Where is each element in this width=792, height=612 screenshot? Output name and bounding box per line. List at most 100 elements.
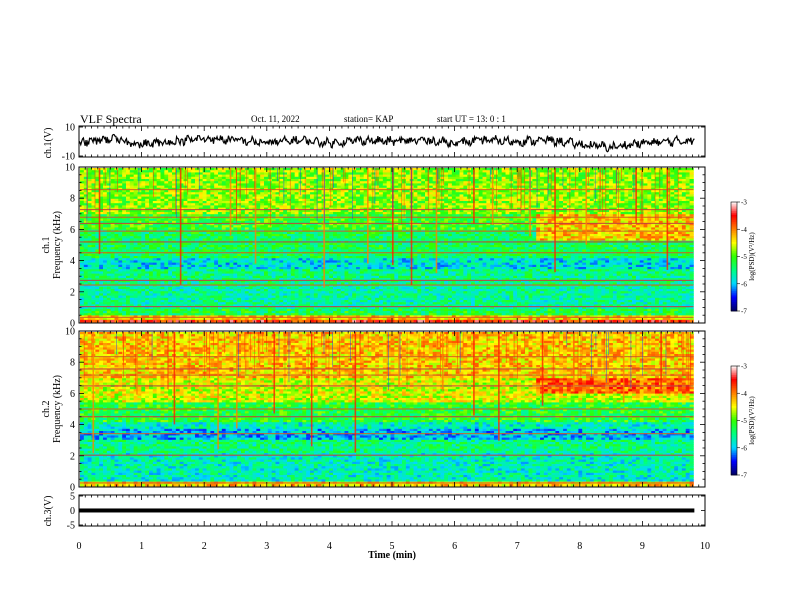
sferic-streak: [236, 168, 237, 219]
sferic-streak: [524, 168, 525, 210]
sferic-streak: [305, 168, 306, 216]
spectral-line: [80, 241, 693, 242]
sferic-streak: [441, 168, 442, 210]
sferic-streak: [175, 168, 176, 214]
sferic-streak: [123, 332, 124, 362]
ch2-spectrogram-ylabel-channel: ch.2: [41, 401, 52, 418]
spectral-line: [80, 317, 693, 318]
sferic-streak: [308, 332, 309, 389]
sferic-streak: [683, 332, 684, 364]
sferic-streak: [244, 332, 245, 360]
colorbar-tick-label: -3: [741, 363, 747, 371]
sferic-streak: [514, 332, 515, 364]
sferic-streak: [580, 332, 581, 380]
sferic-streak: [95, 168, 96, 208]
sferic-streak: [404, 168, 405, 217]
ch3-waveform-band: [79, 508, 694, 512]
sferic-streak: [530, 168, 531, 191]
sferic-streak: [199, 168, 200, 190]
sferic-streak: [553, 332, 554, 384]
sferic-streak: [511, 168, 512, 209]
sferic-streak: [213, 332, 214, 350]
impulsive-event: [492, 168, 494, 225]
y-tick-label: 2: [70, 287, 75, 298]
sferic-streak: [350, 332, 351, 362]
sferic-streak: [686, 332, 687, 369]
sferic-streak: [621, 168, 622, 181]
sferic-streak: [419, 332, 420, 363]
ch2-spectrogram: [80, 332, 694, 486]
sferic-streak: [258, 332, 259, 359]
impulsive-event: [255, 168, 257, 264]
sferic-streak: [666, 332, 667, 350]
sferic-streak: [332, 332, 333, 367]
sferic-streak: [520, 168, 521, 215]
sferic-streak: [290, 168, 291, 212]
sferic-streak: [616, 168, 617, 206]
figure-station: station= KAP: [344, 114, 393, 124]
ch1-spectrogram-ylabel-channel: ch.1: [41, 237, 52, 254]
impulsive-event: [473, 168, 475, 224]
sferic-streak: [283, 168, 284, 204]
sferic-streak: [537, 168, 538, 207]
impulsive-event: [180, 168, 182, 285]
spectral-line: [80, 368, 693, 369]
sferic-streak: [642, 168, 643, 225]
spectral-line: [80, 209, 693, 210]
sferic-streak: [250, 332, 251, 361]
y-tick-label: 10: [65, 163, 75, 174]
sferic-streak: [578, 332, 579, 381]
sferic-streak: [378, 168, 379, 189]
sferic-streak: [209, 332, 210, 378]
sferic-streak: [566, 332, 567, 347]
sferic-streak: [428, 168, 429, 212]
sferic-streak: [437, 332, 438, 347]
sferic-streak: [634, 168, 635, 200]
sferic-streak: [84, 332, 85, 380]
y-tick-label: -5: [67, 521, 75, 532]
spectral-line: [80, 223, 693, 224]
sferic-streak: [269, 168, 270, 180]
impulsive-event: [473, 332, 475, 416]
sferic-streak: [185, 168, 186, 188]
sferic-streak: [688, 332, 689, 385]
sferic-streak: [630, 332, 631, 388]
figure-date: Oct. 11, 2022: [251, 114, 300, 124]
y-tick-label: 10: [65, 327, 75, 338]
x-axis-label: Time (min): [368, 550, 416, 561]
sferic-streak: [167, 332, 168, 389]
sferic-streak: [517, 168, 518, 203]
sferic-streak: [246, 168, 247, 199]
colorbar-tick-label: -6: [741, 444, 747, 452]
sferic-streak: [519, 168, 520, 186]
sferic-streak: [690, 332, 691, 380]
sferic-streak: [333, 168, 334, 188]
spectral-line: [80, 433, 693, 434]
sferic-streak: [635, 168, 636, 196]
x-tick-label: 4: [327, 541, 332, 552]
impulsive-event: [398, 332, 400, 387]
colorbar-tick-label: -4: [741, 390, 747, 398]
sferic-streak: [518, 168, 519, 189]
x-tick-label: 1: [139, 541, 144, 552]
sferic-streak: [487, 332, 488, 359]
sferic-streak: [559, 332, 560, 355]
impulsive-event: [542, 332, 544, 406]
sferic-streak: [460, 332, 461, 372]
sferic-streak: [87, 168, 88, 223]
sferic-streak: [669, 168, 670, 217]
spectral-line: [80, 416, 693, 417]
y-tick-label: 2: [70, 451, 75, 462]
sferic-streak: [393, 168, 394, 212]
sferic-streak: [168, 332, 169, 390]
sferic-streak: [300, 168, 301, 195]
sferic-streak: [424, 332, 425, 356]
y-tick-label: 5: [70, 492, 75, 503]
sferic-streak: [668, 168, 669, 188]
sferic-streak: [443, 168, 444, 185]
sferic-streak: [618, 168, 619, 220]
sferic-streak: [548, 168, 549, 183]
sferic-streak: [411, 168, 412, 214]
sferic-streak: [642, 332, 643, 376]
impulsive-event: [273, 332, 275, 413]
